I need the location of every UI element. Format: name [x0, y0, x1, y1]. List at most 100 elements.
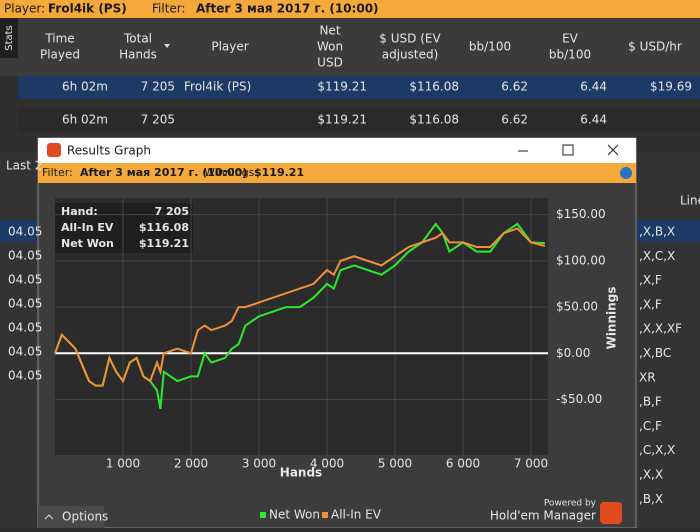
cell: 6.44 [580, 80, 607, 94]
cell: $19.69 [650, 80, 692, 94]
summary-row [18, 108, 700, 132]
label: Frol4ik (PS) [48, 2, 127, 16]
label: Line [680, 194, 700, 208]
action: ,X,B,X [639, 225, 675, 239]
action: ,X,X,XF [639, 322, 682, 336]
brand-logo [600, 502, 622, 524]
window-filter-bar [38, 163, 636, 183]
column-header: adjusted) [382, 48, 439, 62]
tooltip-value: $116.08 [139, 221, 189, 234]
x-tick-label: 7 000 [514, 457, 548, 471]
cell: 6h 02m [62, 80, 108, 94]
label: Results Graph [67, 144, 151, 158]
label: Last 2 [6, 159, 42, 173]
maximize[interactable] [562, 144, 574, 156]
legend-swatch [260, 512, 266, 518]
legend-label: Net Won [269, 508, 320, 522]
selected-row[interactable] [18, 76, 700, 99]
action: ,B,F [639, 395, 662, 409]
app-icon [47, 143, 61, 157]
column-header: Time [44, 32, 74, 46]
cell: $119.21 [317, 80, 367, 94]
options-button[interactable] [38, 506, 104, 528]
action: ,C,F [639, 419, 662, 433]
cell: $116.08 [409, 80, 459, 94]
tooltip-label: All-In EV [61, 221, 114, 234]
cell: 7 205 [141, 80, 175, 94]
y-tick-label: $150.00 [556, 207, 606, 221]
legend-label: All-In EV [331, 508, 382, 522]
cell: 6.62 [501, 113, 528, 127]
cell: 6h 02m [62, 113, 108, 127]
column-header: Total [123, 32, 152, 46]
label: Powered by [544, 499, 597, 509]
series-line [54, 227, 546, 387]
tooltip-value: $119.21 [139, 237, 189, 250]
action: XR [639, 370, 656, 384]
column-header: Played [40, 48, 80, 62]
label: Player: [4, 2, 45, 16]
date: 04.05 [8, 369, 42, 383]
tooltip-label: Hand: [61, 205, 98, 218]
x-tick-label: 6 000 [446, 457, 480, 471]
date: 04.05 [8, 273, 42, 287]
cell: 6.44 [580, 113, 607, 127]
label: Stats [4, 25, 15, 51]
table-header [0, 18, 700, 76]
action: ,X,C,X [639, 249, 675, 263]
label: Filter: [42, 166, 73, 179]
column-header: $ USD (EV [379, 32, 441, 46]
column-header: Player [211, 40, 248, 54]
window-titlebar [38, 138, 636, 163]
column-header: Hands [119, 48, 157, 62]
date: 04.05 [8, 321, 42, 335]
column-header: Won [317, 40, 343, 54]
label: Options [62, 510, 108, 524]
help-icon[interactable] [620, 167, 632, 179]
label: Hold'em Manager [490, 509, 596, 523]
cell: 6.62 [501, 80, 528, 94]
column-header: Net [319, 24, 340, 38]
action: ,B,X [639, 492, 663, 506]
close[interactable] [607, 144, 619, 156]
column-header: bb/100 [549, 48, 591, 62]
cell: $116.08 [409, 113, 459, 127]
date: 04.05 [8, 345, 42, 359]
tooltip-label: Net Won [61, 237, 114, 250]
column-header: USD [317, 56, 343, 70]
column-header: bb/100 [469, 40, 511, 54]
date: 04.05 [8, 225, 42, 239]
y-axis-label: Winnings [605, 287, 619, 350]
top-bar [0, 0, 700, 18]
x-tick-label: 3 000 [242, 457, 276, 471]
cell: $119.21 [317, 113, 367, 127]
label: After 3 мая 2017 г. (10:00) [196, 2, 379, 16]
x-tick-label: 2 000 [174, 457, 208, 471]
action: ,X,X [639, 468, 663, 482]
cell: Frol4ik (PS) [184, 80, 251, 94]
sort-arrow [164, 44, 170, 48]
action: ,C,X,X [639, 443, 675, 457]
tooltip [55, 203, 193, 253]
x-axis-label: Hands [280, 466, 322, 480]
date: 04.05 [8, 249, 42, 263]
x-tick-label: 1 000 [106, 457, 140, 471]
x-tick-label: 4 000 [310, 457, 344, 471]
column-header: $ USD/hr [628, 40, 682, 54]
action: ,X,F [639, 297, 662, 311]
label: After 3 мая 2017 г. (10:00) [80, 166, 247, 179]
caret [44, 514, 54, 520]
stats-tab[interactable] [0, 18, 18, 58]
label: Winnings: [204, 166, 258, 179]
y-tick-label: $50.00 [556, 300, 598, 314]
y-tick-label: $0.00 [556, 346, 590, 360]
cell: 7 205 [141, 113, 175, 127]
action: ,X,BC [639, 346, 671, 360]
date: 04.05 [8, 297, 42, 311]
legend-swatch [322, 512, 328, 518]
y-tick-label: -$50.00 [556, 392, 602, 406]
column-header: EV [562, 32, 579, 46]
x-tick-label: 5 000 [378, 457, 412, 471]
label: Filter: [152, 2, 186, 16]
